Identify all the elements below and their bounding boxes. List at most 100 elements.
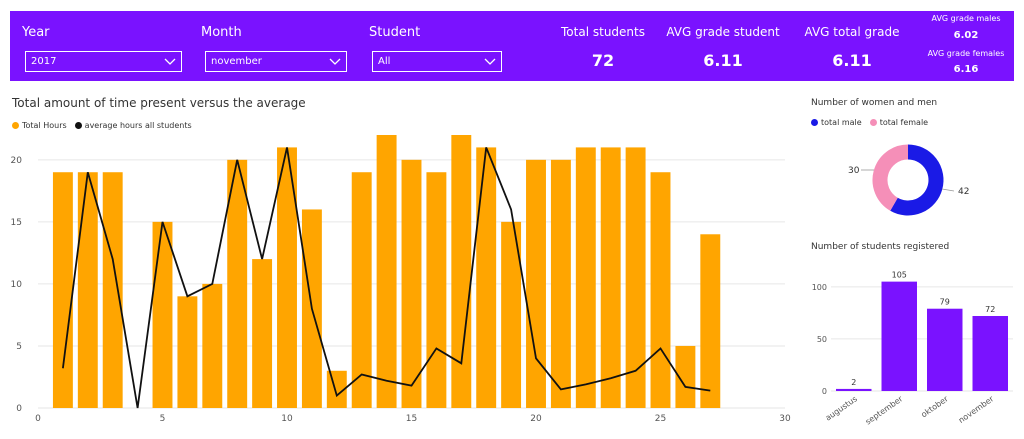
bar: [700, 234, 721, 408]
bar: [451, 135, 472, 408]
bar: [881, 281, 917, 391]
bar: [252, 259, 273, 408]
kpi-avg-grade-student-value: 6.11: [703, 51, 743, 70]
bar: [600, 147, 621, 408]
donut-data-label: 42: [958, 187, 969, 197]
y-tick-label: 20: [11, 156, 23, 166]
bar-data-label: 105: [892, 271, 907, 280]
kpi-avg-grade-student: AVG grade student 6.11: [662, 11, 784, 81]
x-tick-label: september: [864, 394, 905, 427]
x-tick-label: 10: [281, 414, 293, 424]
bar-data-label: 72: [985, 305, 995, 314]
legend-item-average-hours[interactable]: average hours all students: [74, 121, 192, 130]
students-chart-title: Number of students registered: [811, 242, 950, 252]
donut-slice: [890, 144, 944, 216]
month-dropdown[interactable]: november: [205, 51, 347, 72]
bar: [177, 296, 198, 408]
bar: [526, 159, 546, 408]
year-filter-label: Year: [22, 25, 50, 40]
legend-label-total-hours: Total Hours: [22, 121, 67, 130]
month-dropdown-value: november: [211, 56, 262, 67]
bar: [102, 172, 123, 408]
student-dropdown-value: All: [378, 56, 391, 67]
student-filter-label: Student: [369, 25, 421, 40]
bar: [77, 172, 98, 408]
kpi-avg-total-grade-label: AVG total grade: [804, 25, 900, 39]
y-tick-label: 50: [817, 335, 827, 344]
bar: [401, 159, 422, 408]
donut-chart-title: Number of women and men: [811, 98, 938, 108]
y-tick-label: 0: [16, 404, 22, 414]
bar: [836, 388, 872, 391]
legend-item-total-hours[interactable]: Total Hours: [12, 121, 67, 130]
donut-slice: [872, 144, 909, 211]
bar: [227, 159, 248, 408]
x-tick-label: november: [957, 394, 996, 425]
kpi-total-students: Total students 72: [555, 11, 651, 81]
bar: [152, 221, 173, 408]
x-tick-label: 30: [779, 414, 791, 424]
y-tick-label: 5: [16, 342, 22, 352]
legend-dot: [12, 122, 19, 129]
y-tick-label: 10: [11, 280, 23, 290]
bar: [675, 345, 696, 408]
main-chart: 0 5 10 15 20 0 5 10 15 20 25 30: [11, 135, 791, 424]
x-tick-label: augustus: [824, 394, 859, 422]
legend-dot: [74, 122, 82, 129]
x-tick-label: oktober: [919, 394, 950, 419]
kpi-avg-grade-student-label: AVG grade student: [666, 25, 780, 39]
legend-label-total-male: total male: [821, 118, 862, 127]
x-tick-label: 5: [160, 414, 166, 424]
legend-dot: [869, 119, 877, 126]
bar: [52, 172, 73, 408]
bar: [476, 147, 497, 408]
year-dropdown[interactable]: 2017: [25, 51, 182, 72]
legend-label-average-hours: average hours all students: [84, 121, 192, 130]
bar: [351, 172, 372, 408]
kpi-total-students-value: 72: [591, 51, 615, 70]
main-chart-legend: Total Hours average hours all students: [12, 121, 200, 130]
legend-item-total-female[interactable]: total female: [869, 118, 929, 127]
chevron-down-icon: [484, 58, 496, 65]
donut-chart: 42 30: [848, 144, 969, 216]
y-tick-label: 0: [822, 387, 827, 396]
average-line: [62, 147, 711, 409]
donut-data-label: 30: [848, 166, 860, 176]
donut-leader-line: [941, 188, 955, 192]
bar: [550, 159, 571, 408]
donut-chart-legend: total male total female: [811, 118, 936, 127]
legend-item-total-male[interactable]: total male: [811, 118, 862, 127]
student-dropdown[interactable]: All: [372, 51, 502, 72]
bar: [927, 308, 963, 391]
legend-dot: [811, 119, 818, 126]
bar: [277, 147, 297, 408]
bar: [501, 221, 522, 408]
chevron-down-icon: [164, 58, 176, 65]
x-tick-label: 15: [406, 414, 417, 424]
x-tick-label: 20: [530, 414, 542, 424]
kpi-avg-grade-females-value: 6.16: [953, 64, 979, 75]
kpi-avg-grade-males-label: AVG grade males: [931, 14, 1001, 23]
y-tick-label: 100: [812, 283, 827, 292]
kpi-avg-total-grade-value: 6.11: [832, 51, 872, 70]
students-chart: 0 50 100 2 augustus 105 september 79 oktober 72 no…: [812, 271, 1013, 427]
bar: [650, 172, 671, 408]
bar: [376, 135, 397, 408]
x-tick-label: 0: [35, 414, 41, 424]
header-bar: Year 2017 Month november Student All Tot…: [10, 11, 1014, 81]
kpi-avg-grade-females-label: AVG grade females: [927, 49, 1005, 58]
kpi-avg-grade-males-value: 6.02: [953, 30, 979, 41]
kpi-total-students-label: Total students: [561, 25, 645, 39]
month-filter-label: Month: [201, 25, 242, 40]
main-chart-title: Total amount of time present versus the …: [12, 96, 306, 110]
bar: [575, 147, 596, 408]
bar: [625, 147, 646, 408]
year-dropdown-value: 2017: [31, 56, 57, 67]
bar-data-label: 2: [851, 378, 856, 387]
y-tick-label: 15: [11, 218, 22, 228]
bar: [972, 316, 1008, 391]
chevron-down-icon: [329, 58, 341, 65]
bar: [426, 172, 447, 408]
kpi-avg-total-grade: AVG total grade 6.11: [800, 11, 904, 81]
legend-label-total-female: total female: [879, 118, 929, 127]
